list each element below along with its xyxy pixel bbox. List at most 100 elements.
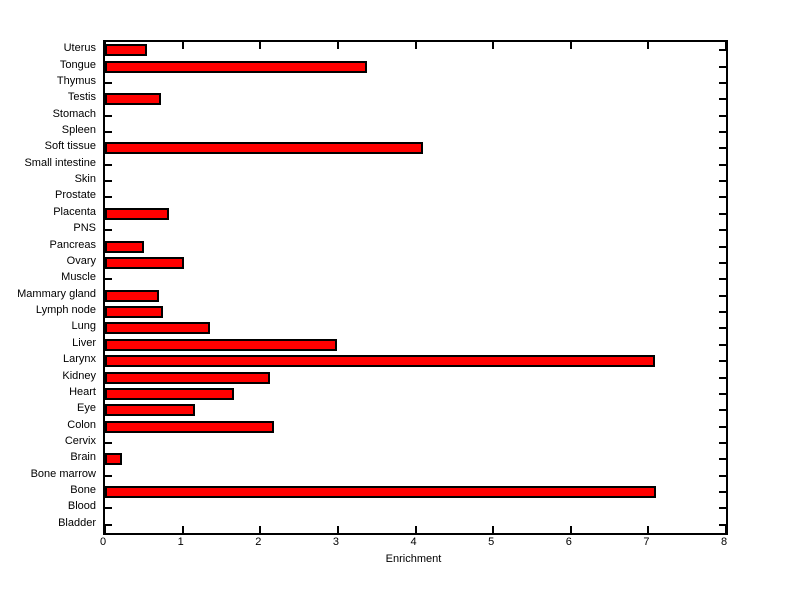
y-tick-left xyxy=(105,441,112,444)
bar-pancreas xyxy=(105,240,144,253)
bar-testis xyxy=(105,93,161,106)
y-tick-right xyxy=(719,114,726,117)
y-tick-right xyxy=(719,229,726,232)
ytick-label-ovary: Ovary xyxy=(66,254,96,267)
x-tick-top xyxy=(492,42,495,49)
x-tick-top xyxy=(647,42,650,49)
ytick-label-small-intestine: Small intestine xyxy=(24,156,96,169)
y-tick-left xyxy=(105,278,112,281)
y-tick-left xyxy=(105,114,112,117)
ytick-label-muscle: Muscle xyxy=(61,271,96,284)
y-tick-left xyxy=(105,180,112,183)
xtick-label-3: 3 xyxy=(332,536,339,548)
y-tick-left xyxy=(105,163,112,166)
x-tick-bottom xyxy=(104,526,106,533)
bar-soft-tissue xyxy=(105,142,424,155)
x-tick-bottom xyxy=(569,526,572,533)
y-tick-right xyxy=(719,376,726,379)
ytick-label-tongue: Tongue xyxy=(59,58,96,71)
bar-liver xyxy=(105,338,338,351)
xtick-label-1: 1 xyxy=(177,536,184,548)
y-tick-right xyxy=(719,212,726,215)
plot-area xyxy=(103,40,728,535)
bar-lymph-node xyxy=(105,306,164,319)
x-tick-bottom xyxy=(725,526,727,533)
ytick-label-cervix: Cervix xyxy=(64,434,96,447)
y-tick-left xyxy=(105,196,112,199)
y-tick-right xyxy=(719,523,726,526)
y-tick-right xyxy=(719,491,726,494)
ytick-label-pancreas: Pancreas xyxy=(49,238,96,251)
ytick-label-uterus: Uterus xyxy=(63,42,96,55)
y-tick-right xyxy=(719,278,726,281)
y-tick-right xyxy=(719,392,726,395)
y-tick-left xyxy=(105,229,112,232)
bar-kidney xyxy=(105,371,270,384)
x-tick-top xyxy=(259,42,262,49)
x-tick-top xyxy=(725,42,727,49)
bar-mammary-gland xyxy=(105,289,160,302)
ytick-label-placenta: Placenta xyxy=(53,205,96,218)
ytick-label-stomach: Stomach xyxy=(52,107,96,120)
ytick-label-eye: Eye xyxy=(77,402,96,415)
y-tick-right xyxy=(719,409,726,412)
ytick-label-brain: Brain xyxy=(70,451,96,464)
ytick-label-blood: Blood xyxy=(67,500,96,513)
bar-heart xyxy=(105,387,234,400)
y-tick-right xyxy=(719,98,726,101)
ytick-label-larynx: Larynx xyxy=(62,353,96,366)
xtick-label-8: 8 xyxy=(720,536,728,548)
x-tick-bottom xyxy=(181,526,184,533)
bar-ovary xyxy=(105,256,185,269)
ytick-label-prostate: Prostate xyxy=(55,189,96,202)
y-tick-right xyxy=(719,131,726,134)
y-tick-right xyxy=(719,474,726,477)
x-tick-top xyxy=(336,42,339,49)
y-tick-right xyxy=(719,81,726,84)
ytick-label-testis: Testis xyxy=(67,91,96,104)
ytick-label-bone-marrow: Bone marrow xyxy=(30,467,96,480)
ytick-label-spleen: Spleen xyxy=(61,124,96,137)
y-tick-right xyxy=(719,425,726,428)
ytick-label-lung: Lung xyxy=(71,320,96,333)
y-tick-left xyxy=(105,507,112,510)
bar-tongue xyxy=(105,60,368,73)
y-tick-right xyxy=(719,327,726,330)
x-tick-top xyxy=(569,42,572,49)
x-tick-bottom xyxy=(414,526,417,533)
ytick-label-pns: PNS xyxy=(73,222,96,235)
y-tick-right xyxy=(719,294,726,297)
y-tick-right xyxy=(719,458,726,461)
x-tick-top xyxy=(181,42,184,49)
ytick-label-bladder: Bladder xyxy=(58,516,96,529)
ytick-label-soft-tissue: Soft tissue xyxy=(44,140,96,153)
bar-eye xyxy=(105,404,196,417)
x-tick-bottom xyxy=(647,526,650,533)
x-tick-top xyxy=(414,42,417,49)
ytick-label-lymph-node: Lymph node xyxy=(35,304,96,317)
bar-lung xyxy=(105,322,210,335)
ytick-label-heart: Heart xyxy=(69,385,96,398)
bar-bone xyxy=(105,486,657,499)
y-tick-right xyxy=(719,180,726,183)
xtick-label-7: 7 xyxy=(643,536,650,548)
x-axis-label: Enrichment xyxy=(385,553,442,565)
x-tick-bottom xyxy=(259,526,262,533)
y-tick-right xyxy=(719,163,726,166)
y-tick-right xyxy=(719,196,726,199)
x-tick-bottom xyxy=(336,526,339,533)
bar-larynx xyxy=(105,355,655,368)
xtick-label-6: 6 xyxy=(565,536,572,548)
ytick-label-colon: Colon xyxy=(67,418,96,431)
ytick-label-thymus: Thymus xyxy=(56,74,96,87)
x-tick-bottom xyxy=(492,526,495,533)
y-tick-right xyxy=(719,65,726,68)
xtick-label-4: 4 xyxy=(410,536,417,548)
ytick-label-skin: Skin xyxy=(74,173,96,186)
x-tick-top xyxy=(104,42,106,49)
y-tick-right xyxy=(719,360,726,363)
y-tick-right xyxy=(719,311,726,314)
bar-uterus xyxy=(105,44,147,57)
y-tick-right xyxy=(719,507,726,510)
